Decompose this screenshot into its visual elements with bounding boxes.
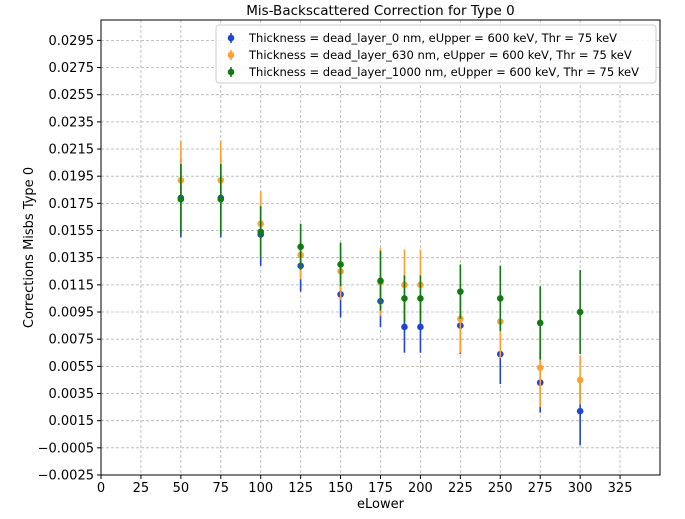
- y-tick-label: 0.0215: [49, 143, 95, 158]
- x-tick-label: 175: [368, 481, 393, 496]
- data-point: [217, 195, 225, 203]
- x-tick-label: 300: [568, 481, 593, 496]
- legend: Thickness = dead_layer_0 nm, eUpper = 60…: [215, 24, 657, 84]
- data-point: [257, 228, 265, 236]
- y-tick-label: 0.0275: [49, 61, 95, 76]
- y-axis: −0.0025 −0.0005 0.0015 0.0035 0.0055 0.0075 0.…: [38, 34, 101, 484]
- y-tick-label: 0.0095: [49, 306, 95, 321]
- data-point: [337, 261, 344, 268]
- data-point: [177, 195, 185, 203]
- chart-title: Mis-Backscattered Correction for Type 0: [246, 3, 515, 19]
- y-tick-label: 0.0055: [49, 360, 95, 375]
- y-tick-label: −0.0025: [38, 469, 94, 484]
- legend-point-marker: [227, 34, 235, 42]
- data-point: [401, 323, 408, 331]
- data-point: [377, 277, 384, 285]
- x-tick-label: 200: [408, 481, 433, 496]
- y-tick-label: 0.0295: [49, 34, 95, 49]
- data-point: [576, 308, 584, 316]
- y-tick-label: 0.0075: [49, 333, 95, 348]
- y-tick-label: 0.0255: [49, 88, 95, 103]
- x-tick-label: 0: [97, 481, 105, 496]
- y-tick-label: 0.0135: [49, 251, 95, 266]
- data-point: [297, 243, 304, 251]
- x-tick-label: 225: [448, 481, 473, 496]
- series-2: [177, 163, 584, 360]
- y-tick-label: 0.0115: [49, 278, 95, 293]
- data-point: [496, 295, 504, 302]
- legend-box: [215, 24, 657, 84]
- x-tick-label: 275: [528, 481, 553, 496]
- x-tick-label: 250: [488, 481, 513, 496]
- x-tick-label: 50: [173, 481, 190, 496]
- data-point: [417, 323, 424, 331]
- legend-entry-label: Thickness = dead_layer_0 nm, eUpper = 60…: [248, 31, 617, 45]
- y-tick-label: 0.0155: [49, 224, 95, 239]
- x-axis-label: eLower: [357, 497, 405, 512]
- legend-entry-label: Thickness = dead_layer_1000 nm, eUpper =…: [248, 65, 639, 79]
- x-tick-label: 25: [133, 481, 150, 496]
- data-point: [536, 319, 544, 327]
- data-point: [576, 376, 584, 384]
- x-tick-label: 100: [248, 481, 273, 496]
- data-point: [401, 295, 408, 302]
- legend-items: Thickness = dead_layer_0 nm, eUpper = 60…: [227, 31, 639, 79]
- y-tick-label: −0.0005: [38, 441, 94, 456]
- y-tick-label: 0.0195: [49, 170, 95, 185]
- data-point: [536, 364, 544, 372]
- y-tick-label: 0.0015: [49, 414, 95, 429]
- x-tick-label: 125: [288, 481, 313, 496]
- grid-layer: [100, 20, 660, 476]
- y-axis-label: Corrections Misbs Type 0: [22, 167, 37, 328]
- x-tick-label: 75: [213, 481, 230, 496]
- data-point: [417, 295, 424, 302]
- data-point: [576, 407, 584, 415]
- legend-point-marker: [227, 51, 235, 59]
- legend-entry-label: Thickness = dead_layer_630 nm, eUpper = …: [248, 48, 632, 62]
- data-point: [457, 288, 464, 295]
- series-layer: [177, 140, 584, 446]
- legend-point-marker: [227, 68, 235, 76]
- y-tick-label: 0.0035: [49, 387, 95, 402]
- plot-frame: [100, 19, 661, 476]
- y-tick-label: 0.0175: [49, 197, 95, 212]
- x-tick-label: 150: [328, 481, 353, 496]
- x-axis: 0 25 50 75 100 125 150 175 200 225 250 275 300 325: [97, 475, 633, 496]
- x-tick-label: 325: [608, 481, 633, 496]
- y-tick-label: 0.0235: [49, 115, 95, 130]
